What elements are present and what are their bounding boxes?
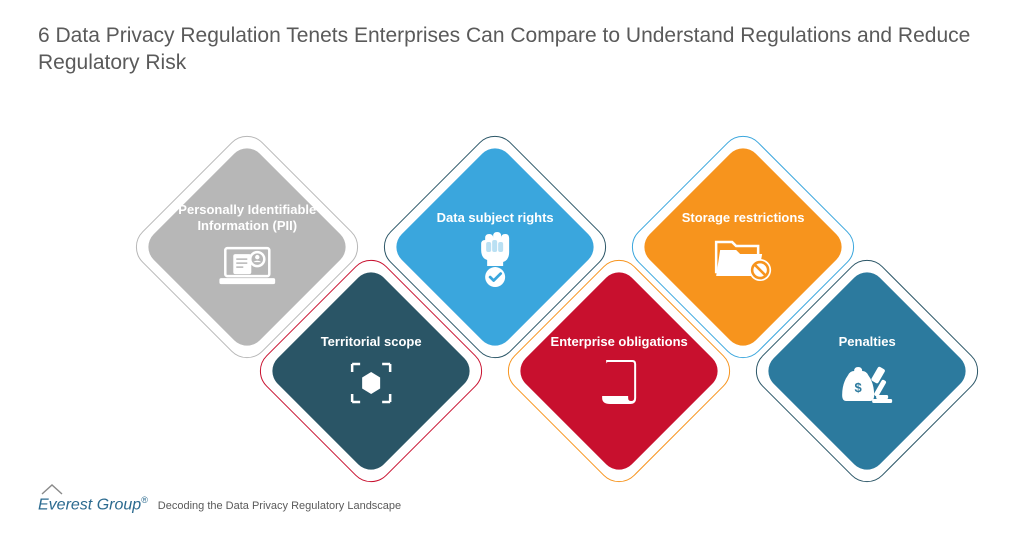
tenet-penalties: Penalties $	[792, 296, 942, 446]
scroll-icon	[589, 358, 649, 408]
tenet-label: Personally Identifiable Information (PII…	[177, 202, 317, 233]
diagram-canvas: Personally Identifiable Information (PII…	[0, 0, 1024, 536]
brand-name: Everest Group	[38, 496, 141, 513]
footer-tagline: Decoding the Data Privacy Regulatory Lan…	[158, 500, 401, 512]
tenet-label: Data subject rights	[436, 210, 553, 226]
footer: Everest Group® Decoding the Data Privacy…	[38, 483, 401, 514]
tenet-label: Penalties	[838, 334, 895, 350]
folder-block-icon	[713, 234, 773, 284]
logo-mark-icon	[40, 483, 70, 495]
money-gavel-icon: $	[837, 358, 897, 408]
hexagon-focus-icon	[341, 358, 401, 408]
brand-logo: Everest Group®	[38, 483, 148, 514]
registered-mark: ®	[141, 495, 148, 505]
tenet-label: Territorial scope	[321, 334, 422, 350]
laptop-doc-icon	[217, 242, 277, 292]
tenet-label: Enterprise obligations	[550, 334, 687, 350]
svg-text:$: $	[854, 380, 862, 395]
fist-check-icon	[465, 234, 525, 284]
tenet-label: Storage restrictions	[682, 210, 805, 226]
